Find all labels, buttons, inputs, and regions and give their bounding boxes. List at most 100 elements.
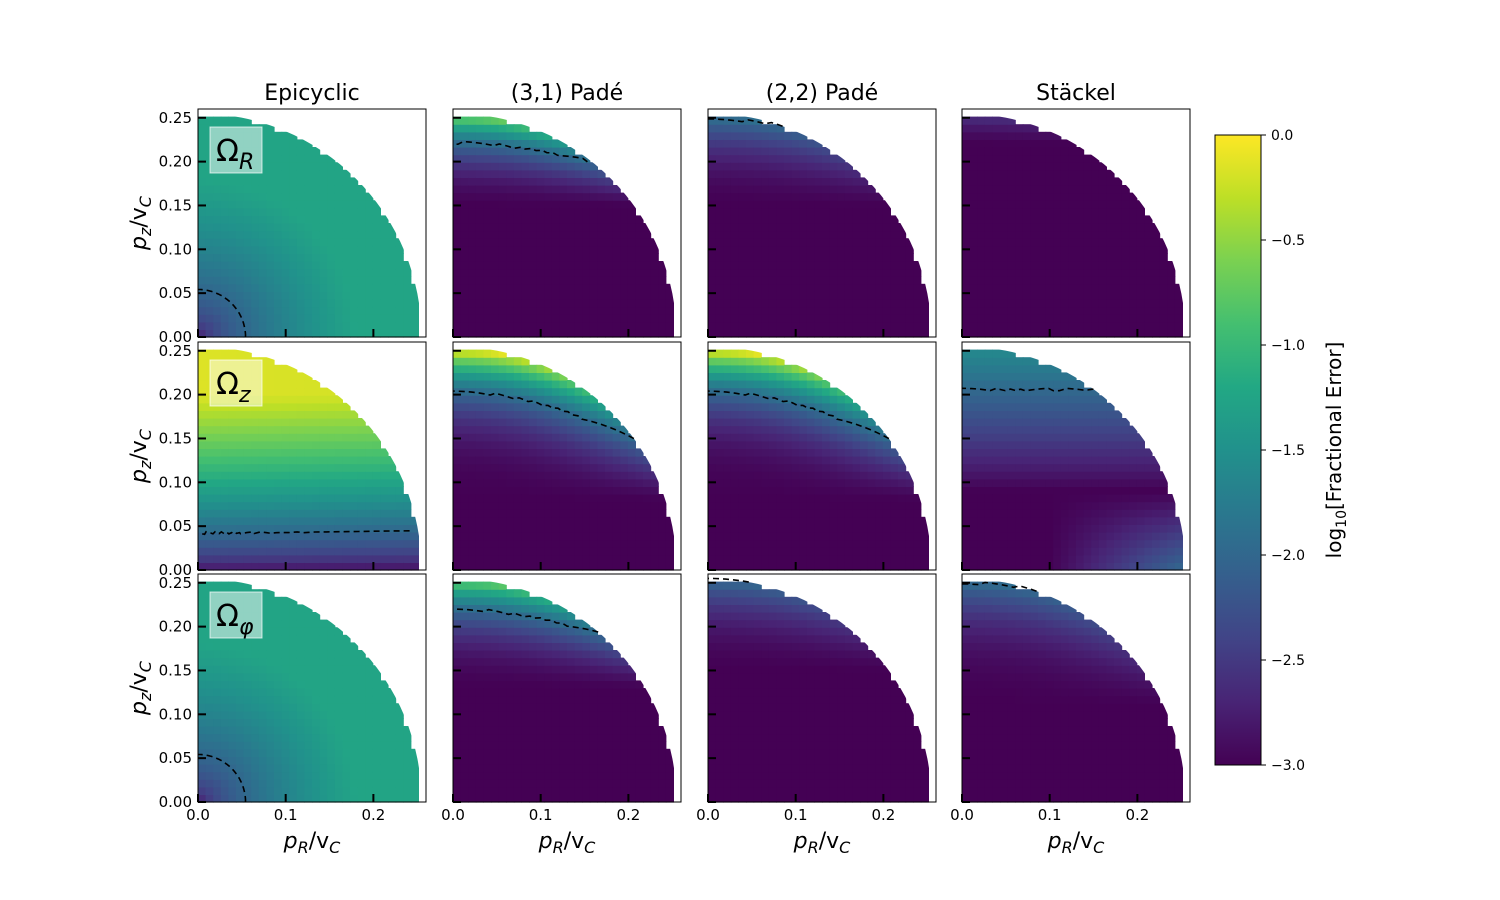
heatmap-cell (274, 147, 283, 156)
heatmap-cell (1000, 230, 1009, 239)
heatmap-cell (605, 478, 614, 487)
heatmap-cell (536, 456, 545, 465)
heatmap-cell (860, 276, 869, 285)
heatmap-cell (213, 245, 222, 254)
heatmap-cell (605, 501, 614, 510)
heatmap-cell (559, 200, 568, 209)
heatmap-cell (723, 139, 732, 148)
heatmap-cell (582, 554, 591, 563)
heatmap-cell (814, 410, 823, 419)
heatmap-cell (205, 524, 214, 533)
heatmap-cell (220, 410, 229, 419)
heatmap-cell (483, 253, 492, 262)
heatmap-cell (597, 268, 606, 277)
heatmap-cell (312, 448, 321, 457)
heatmap-cell (776, 448, 785, 457)
heatmap-cell (460, 509, 469, 518)
heatmap-cell (491, 139, 500, 148)
heatmap-cell (852, 494, 861, 503)
heatmap-cell (708, 357, 717, 366)
heatmap-cell (844, 562, 853, 571)
heatmap-cell (312, 200, 321, 209)
heatmap-cell (715, 131, 724, 140)
heatmap-cell (1083, 192, 1092, 201)
heatmap-cell (544, 154, 553, 163)
heatmap-cell (312, 425, 321, 434)
heatmap-cell (860, 410, 869, 419)
heatmap-cell (822, 554, 831, 563)
heatmap-cell (597, 299, 606, 308)
heatmap-cell (920, 299, 929, 308)
heatmap-cell (582, 448, 591, 457)
heatmap-cell (806, 329, 815, 338)
heatmap-cell (281, 261, 290, 270)
heatmap-cell (746, 562, 755, 571)
heatmap-cell (304, 276, 313, 285)
heatmap-cell (913, 306, 922, 315)
heatmap-cell (357, 554, 366, 563)
heatmap-cell (258, 372, 267, 381)
heatmap-cell (746, 433, 755, 442)
heatmap-cell (334, 554, 343, 563)
heatmap-cell (597, 463, 606, 472)
heatmap-cell (992, 494, 1001, 503)
heatmap-cell (768, 207, 777, 216)
heatmap-cell (228, 440, 237, 449)
heatmap-cell (342, 547, 351, 556)
heatmap-cell (1076, 185, 1085, 194)
heatmap-cell (475, 478, 484, 487)
heatmap-cell (992, 291, 1001, 300)
heatmap-cell (475, 516, 484, 525)
heatmap-cell (852, 314, 861, 323)
heatmap-cell (551, 238, 560, 247)
heatmap-cell (395, 486, 404, 495)
panel-frame (707, 341, 937, 571)
heatmap-cell (198, 456, 207, 465)
heatmap-cell (251, 418, 260, 427)
heatmap-cell (529, 494, 538, 503)
heatmap-cell (468, 283, 477, 292)
heatmap-cell (274, 547, 283, 556)
heatmap-cell (1129, 207, 1138, 216)
heatmap-cell (738, 402, 747, 411)
heatmap-cell (822, 425, 831, 434)
heatmap-cell (491, 456, 500, 465)
heatmap-cell (483, 268, 492, 277)
heatmap-cell (1007, 253, 1016, 262)
heatmap-cell (969, 387, 978, 396)
heatmap-cell (551, 200, 560, 209)
heatmap-cell (281, 380, 290, 389)
heatmap-cell (483, 547, 492, 556)
heatmap-cell (582, 478, 591, 487)
heatmap-cell (612, 539, 621, 548)
heatmap-cell (635, 230, 644, 239)
heatmap-cell (776, 177, 785, 186)
heatmap-cell (898, 486, 907, 495)
heatmap-cell (898, 501, 907, 510)
heatmap-cell (274, 238, 283, 247)
heatmap-cell (567, 471, 576, 480)
heatmap-cell (236, 524, 245, 533)
heatmap-cell (1098, 306, 1107, 315)
heatmap-cell (715, 486, 724, 495)
heatmap-cell (296, 395, 305, 404)
heatmap-cell (605, 291, 614, 300)
heatmap-cell (567, 418, 576, 427)
heatmap-cell (1121, 283, 1130, 292)
heatmap-cell (860, 456, 869, 465)
heatmap-cell (1076, 162, 1085, 171)
heatmap-cell (453, 185, 462, 194)
heatmap-cell (708, 387, 717, 396)
heatmap-cell (357, 291, 366, 300)
heatmap-cell (388, 524, 397, 533)
heatmap-cell (327, 425, 336, 434)
heatmap-cell (582, 245, 591, 254)
heatmap-cell (1106, 230, 1115, 239)
heatmap-cell (582, 471, 591, 480)
heatmap-cell (350, 329, 359, 338)
heatmap-cell (643, 329, 652, 338)
heatmap-cell (650, 509, 659, 518)
heatmap-cell (992, 192, 1001, 201)
heatmap-cell (475, 547, 484, 556)
heatmap-cell (753, 291, 762, 300)
